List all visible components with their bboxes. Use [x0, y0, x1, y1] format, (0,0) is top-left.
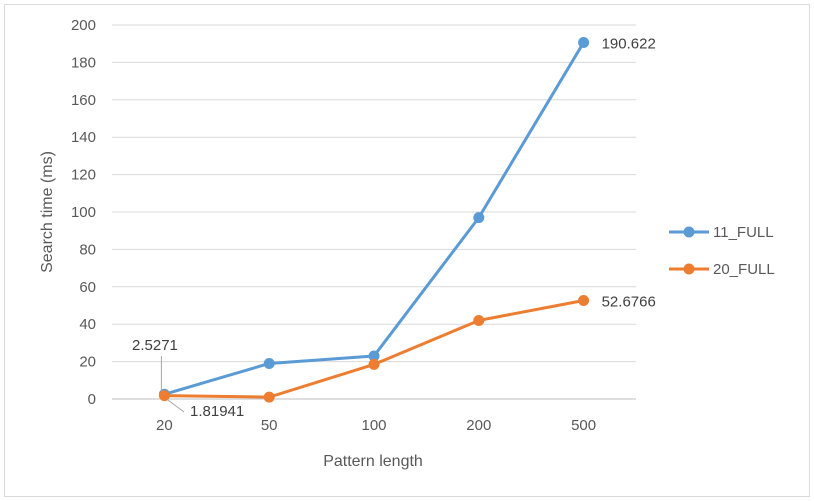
- y-axis-title: Search time (ms): [39, 151, 56, 273]
- data-label: 1.81941: [190, 403, 244, 420]
- y-tick-label: 0: [88, 391, 96, 408]
- leader-lines: [160, 356, 185, 413]
- data-point: [578, 37, 590, 49]
- legend-label: 20_FULL: [713, 261, 775, 278]
- data-point: [578, 294, 590, 306]
- legend-marker: [683, 226, 695, 238]
- y-tick-label: 120: [71, 167, 96, 184]
- data-labels: 2.5271 1.81941 190.622 52.6766: [132, 36, 656, 420]
- data-point: [263, 391, 275, 403]
- y-tick-label: 20: [79, 354, 96, 371]
- data-point: [473, 314, 485, 326]
- x-axis-title: Pattern length: [323, 453, 423, 470]
- x-tick-label: 50: [261, 417, 278, 434]
- x-tick-label: 200: [466, 417, 491, 434]
- data-point: [473, 212, 485, 224]
- data-label: 52.6766: [602, 293, 656, 310]
- gridlines: [112, 24, 636, 400]
- x-tick-label: 100: [361, 417, 386, 434]
- legend-marker: [683, 263, 695, 275]
- series-line-20_FULL: [162, 298, 586, 399]
- legend: 11_FULL 20_FULL: [669, 224, 775, 278]
- y-tick-label: 60: [79, 279, 96, 296]
- leader-line: [167, 399, 185, 413]
- y-tick-label: 180: [71, 54, 96, 71]
- y-tick-label: 200: [71, 17, 96, 34]
- y-tick-label: 160: [71, 92, 96, 109]
- y-tick-label: 80: [79, 241, 96, 258]
- series-layer: [158, 37, 590, 403]
- y-tick-label: 40: [79, 316, 96, 333]
- legend-item: 20_FULL: [669, 261, 775, 278]
- data-point: [263, 357, 275, 369]
- data-label: 190.622: [602, 36, 656, 53]
- y-axis-ticks: 0 20 40 60 80 100 120 140 160 180 200: [71, 17, 96, 408]
- x-tick-label: 500: [571, 417, 596, 434]
- chart-frame: [4, 4, 810, 497]
- x-tick-label: 20: [156, 417, 173, 434]
- x-axis-ticks: 20 50 100 200 500: [156, 417, 596, 434]
- data-point: [368, 358, 380, 370]
- legend-item: 11_FULL: [669, 224, 774, 241]
- series-line-11_FULL: [162, 41, 586, 396]
- legend-label: 11_FULL: [713, 224, 774, 241]
- data-label: 2.5271: [132, 337, 178, 354]
- data-point: [158, 390, 170, 402]
- data-point: [368, 350, 380, 362]
- y-tick-label: 100: [71, 204, 96, 221]
- y-tick-label: 140: [71, 129, 96, 146]
